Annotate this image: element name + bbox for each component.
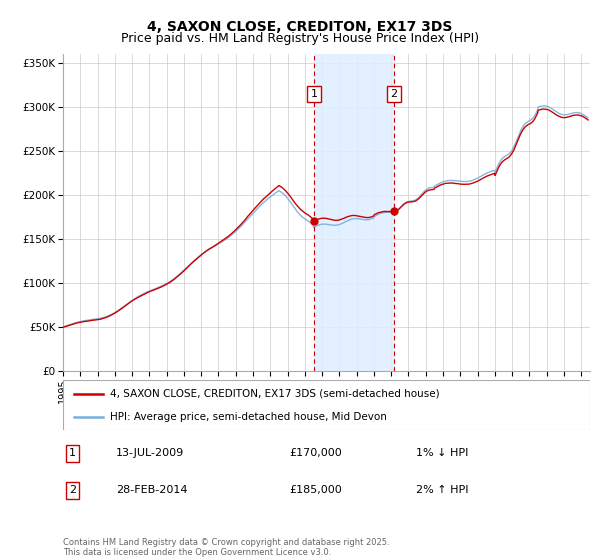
Text: 2: 2 xyxy=(69,486,76,496)
Text: 1: 1 xyxy=(310,89,317,99)
Text: £170,000: £170,000 xyxy=(290,449,342,459)
Text: 2: 2 xyxy=(391,89,398,99)
Text: £185,000: £185,000 xyxy=(290,486,342,496)
Text: 1% ↓ HPI: 1% ↓ HPI xyxy=(416,449,469,459)
FancyBboxPatch shape xyxy=(63,380,590,430)
Text: 28-FEB-2014: 28-FEB-2014 xyxy=(116,486,187,496)
Bar xyxy=(314,54,394,371)
Text: HPI: Average price, semi-detached house, Mid Devon: HPI: Average price, semi-detached house,… xyxy=(110,413,387,422)
Text: Contains HM Land Registry data © Crown copyright and database right 2025.
This d: Contains HM Land Registry data © Crown c… xyxy=(63,538,389,557)
Text: 4, SAXON CLOSE, CREDITON, EX17 3DS (semi-detached house): 4, SAXON CLOSE, CREDITON, EX17 3DS (semi… xyxy=(110,389,440,399)
Text: Price paid vs. HM Land Registry's House Price Index (HPI): Price paid vs. HM Land Registry's House … xyxy=(121,32,479,45)
Text: 4, SAXON CLOSE, CREDITON, EX17 3DS: 4, SAXON CLOSE, CREDITON, EX17 3DS xyxy=(148,20,452,34)
Text: 13-JUL-2009: 13-JUL-2009 xyxy=(116,449,184,459)
Text: 2% ↑ HPI: 2% ↑ HPI xyxy=(416,486,469,496)
Text: 1: 1 xyxy=(69,449,76,459)
